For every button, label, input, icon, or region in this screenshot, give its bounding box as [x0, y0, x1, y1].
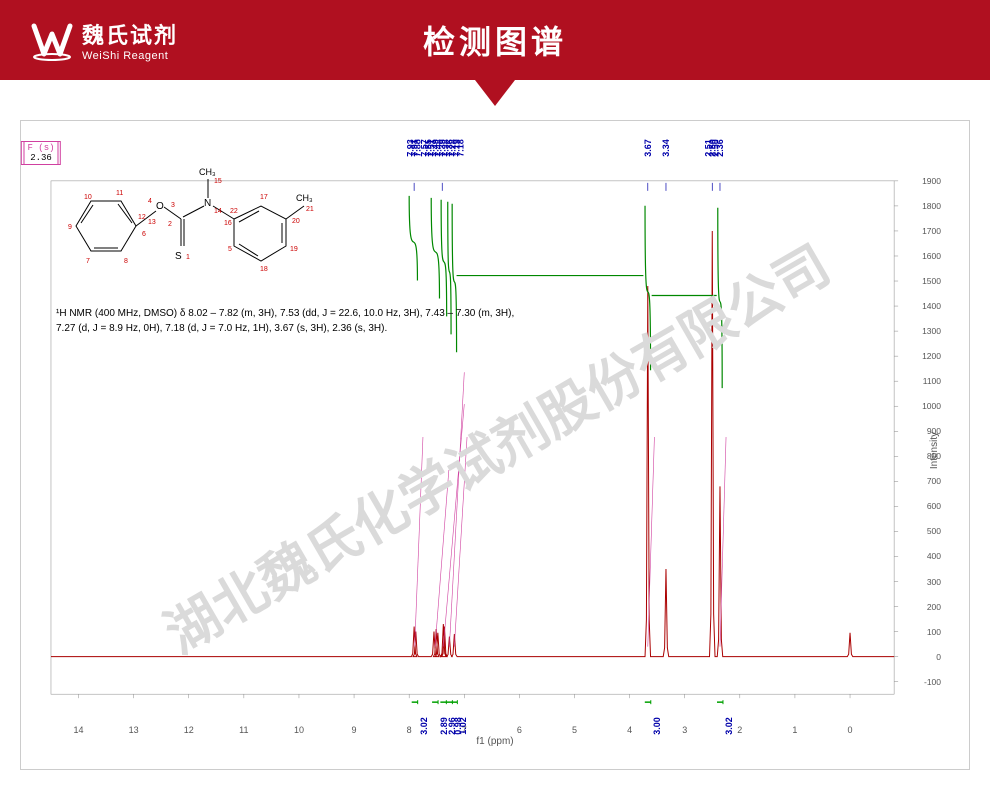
logo: 魏氏试剂 WeiShi Reagent — [30, 18, 178, 62]
svg-text:22: 22 — [230, 208, 238, 215]
x-tick-label: 5 — [572, 725, 577, 735]
svg-text:3: 3 — [171, 202, 175, 209]
integral-value: 1.02 — [458, 717, 468, 735]
x-tick-label: 8 — [407, 725, 412, 735]
y-tick-label: 700 — [927, 476, 941, 486]
svg-text:11: 11 — [116, 190, 123, 197]
chart-container: 湖北魏氏化学试剂股份有限公司 O S N CH — [20, 120, 970, 770]
peak-value-cluster: 3.34 — [664, 143, 668, 153]
x-tick-label: 1 — [792, 725, 797, 735]
header: 魏氏试剂 WeiShi Reagent 检测图谱 — [0, 0, 990, 80]
y-tick-label: 1900 — [922, 176, 941, 186]
header-pointer — [475, 80, 515, 106]
y-tick-label: 1600 — [922, 251, 941, 261]
svg-text:N: N — [204, 198, 211, 209]
y-tick-label: 1500 — [922, 276, 941, 286]
svg-text:4: 4 — [148, 198, 152, 205]
x-tick-label: 3 — [682, 725, 687, 735]
integral-value: 3.00 — [652, 717, 662, 735]
y-tick-label: 1700 — [922, 226, 941, 236]
x-tick-label: 6 — [517, 725, 522, 735]
svg-text:S: S — [175, 251, 182, 262]
svg-text:12: 12 — [138, 214, 146, 221]
x-tick-label: 12 — [184, 725, 194, 735]
logo-en: WeiShi Reagent — [82, 50, 178, 62]
y-tick-label: 100 — [927, 627, 941, 637]
x-tick-label: 9 — [352, 725, 357, 735]
svg-text:2: 2 — [168, 221, 172, 228]
svg-text:O: O — [156, 201, 164, 212]
nmr-line2: 7.27 (d, J = 8.9 Hz, 0H), 7.18 (d, J = 7… — [56, 321, 514, 336]
svg-text:CH₃: CH₃ — [199, 167, 216, 177]
x-tick-label: 2 — [737, 725, 742, 735]
svg-text:18: 18 — [260, 266, 268, 273]
svg-text:9: 9 — [68, 224, 72, 231]
peak-value-cluster: 7.937.917.88 — [409, 143, 420, 153]
nmr-description: ¹H NMR (400 MHz, DMSO) δ 8.02 – 7.82 (m,… — [56, 306, 514, 336]
svg-text:19: 19 — [290, 246, 298, 253]
y-tick-label: 1300 — [922, 326, 941, 336]
peak-value-cluster: 2.36 — [718, 143, 722, 153]
x-tick-label: 13 — [129, 725, 139, 735]
svg-text:14: 14 — [214, 208, 222, 215]
svg-text:17: 17 — [260, 194, 268, 201]
x-tick-label: 14 — [74, 725, 84, 735]
page-title: 检测图谱 — [423, 17, 567, 63]
peak-assignment-box: F (s)2.36 — [23, 141, 58, 165]
y-tick-label: 0 — [936, 652, 941, 662]
svg-text:16: 16 — [224, 220, 232, 227]
svg-text:CH₃: CH₃ — [296, 193, 313, 203]
y-tick-label: 1400 — [922, 301, 941, 311]
y-tick-label: 600 — [927, 501, 941, 511]
integral-value: 3.02 — [418, 717, 428, 735]
svg-text:15: 15 — [214, 178, 222, 185]
y-tick-label: 500 — [927, 526, 941, 536]
x-axis-label: f1 (ppm) — [476, 736, 513, 747]
molecule-structure: O S N CH₃ CH₃ — [56, 151, 316, 286]
peak-value-cluster: 7.577.557.517.497.487.397.387.367.287.19… — [423, 143, 462, 153]
logo-icon — [30, 18, 74, 62]
y-tick-label: 1200 — [922, 351, 941, 361]
integral-value: 3.02 — [724, 717, 734, 735]
y-axis-label: Intensity — [929, 432, 940, 469]
peak-ppm-value: 3.67 — [643, 139, 653, 157]
peak-ppm-value: 2.36 — [715, 139, 725, 157]
y-tick-label: 300 — [927, 577, 941, 587]
peak-ppm-value: 3.34 — [661, 139, 671, 157]
svg-text:5: 5 — [228, 246, 232, 253]
y-tick-label: -100 — [924, 677, 941, 687]
svg-text:7: 7 — [86, 258, 90, 265]
svg-text:8: 8 — [124, 258, 128, 265]
x-tick-label: 0 — [848, 725, 853, 735]
y-tick-label: 1100 — [923, 376, 941, 386]
x-tick-label: 10 — [294, 725, 304, 735]
svg-text:20: 20 — [292, 218, 300, 225]
nmr-line1: ¹H NMR (400 MHz, DMSO) δ 8.02 – 7.82 (m,… — [56, 306, 514, 321]
svg-text:13: 13 — [148, 219, 156, 226]
svg-text:10: 10 — [84, 194, 92, 201]
svg-text:21: 21 — [306, 206, 314, 213]
logo-cn: 魏氏试剂 — [82, 18, 178, 50]
chart-area: 湖北魏氏化学试剂股份有限公司 O S N CH — [41, 141, 949, 749]
peak-value-cluster: 3.67 — [646, 143, 650, 153]
y-tick-label: 1000 — [922, 401, 941, 411]
x-tick-label: 4 — [627, 725, 632, 735]
y-tick-label: 200 — [927, 602, 941, 612]
peak-ppm-value: 7.18 — [455, 139, 465, 157]
y-tick-label: 400 — [927, 551, 941, 561]
svg-text:1: 1 — [186, 254, 190, 261]
svg-text:6: 6 — [142, 231, 146, 238]
x-tick-label: 11 — [239, 725, 248, 735]
y-tick-label: 1800 — [922, 201, 941, 211]
